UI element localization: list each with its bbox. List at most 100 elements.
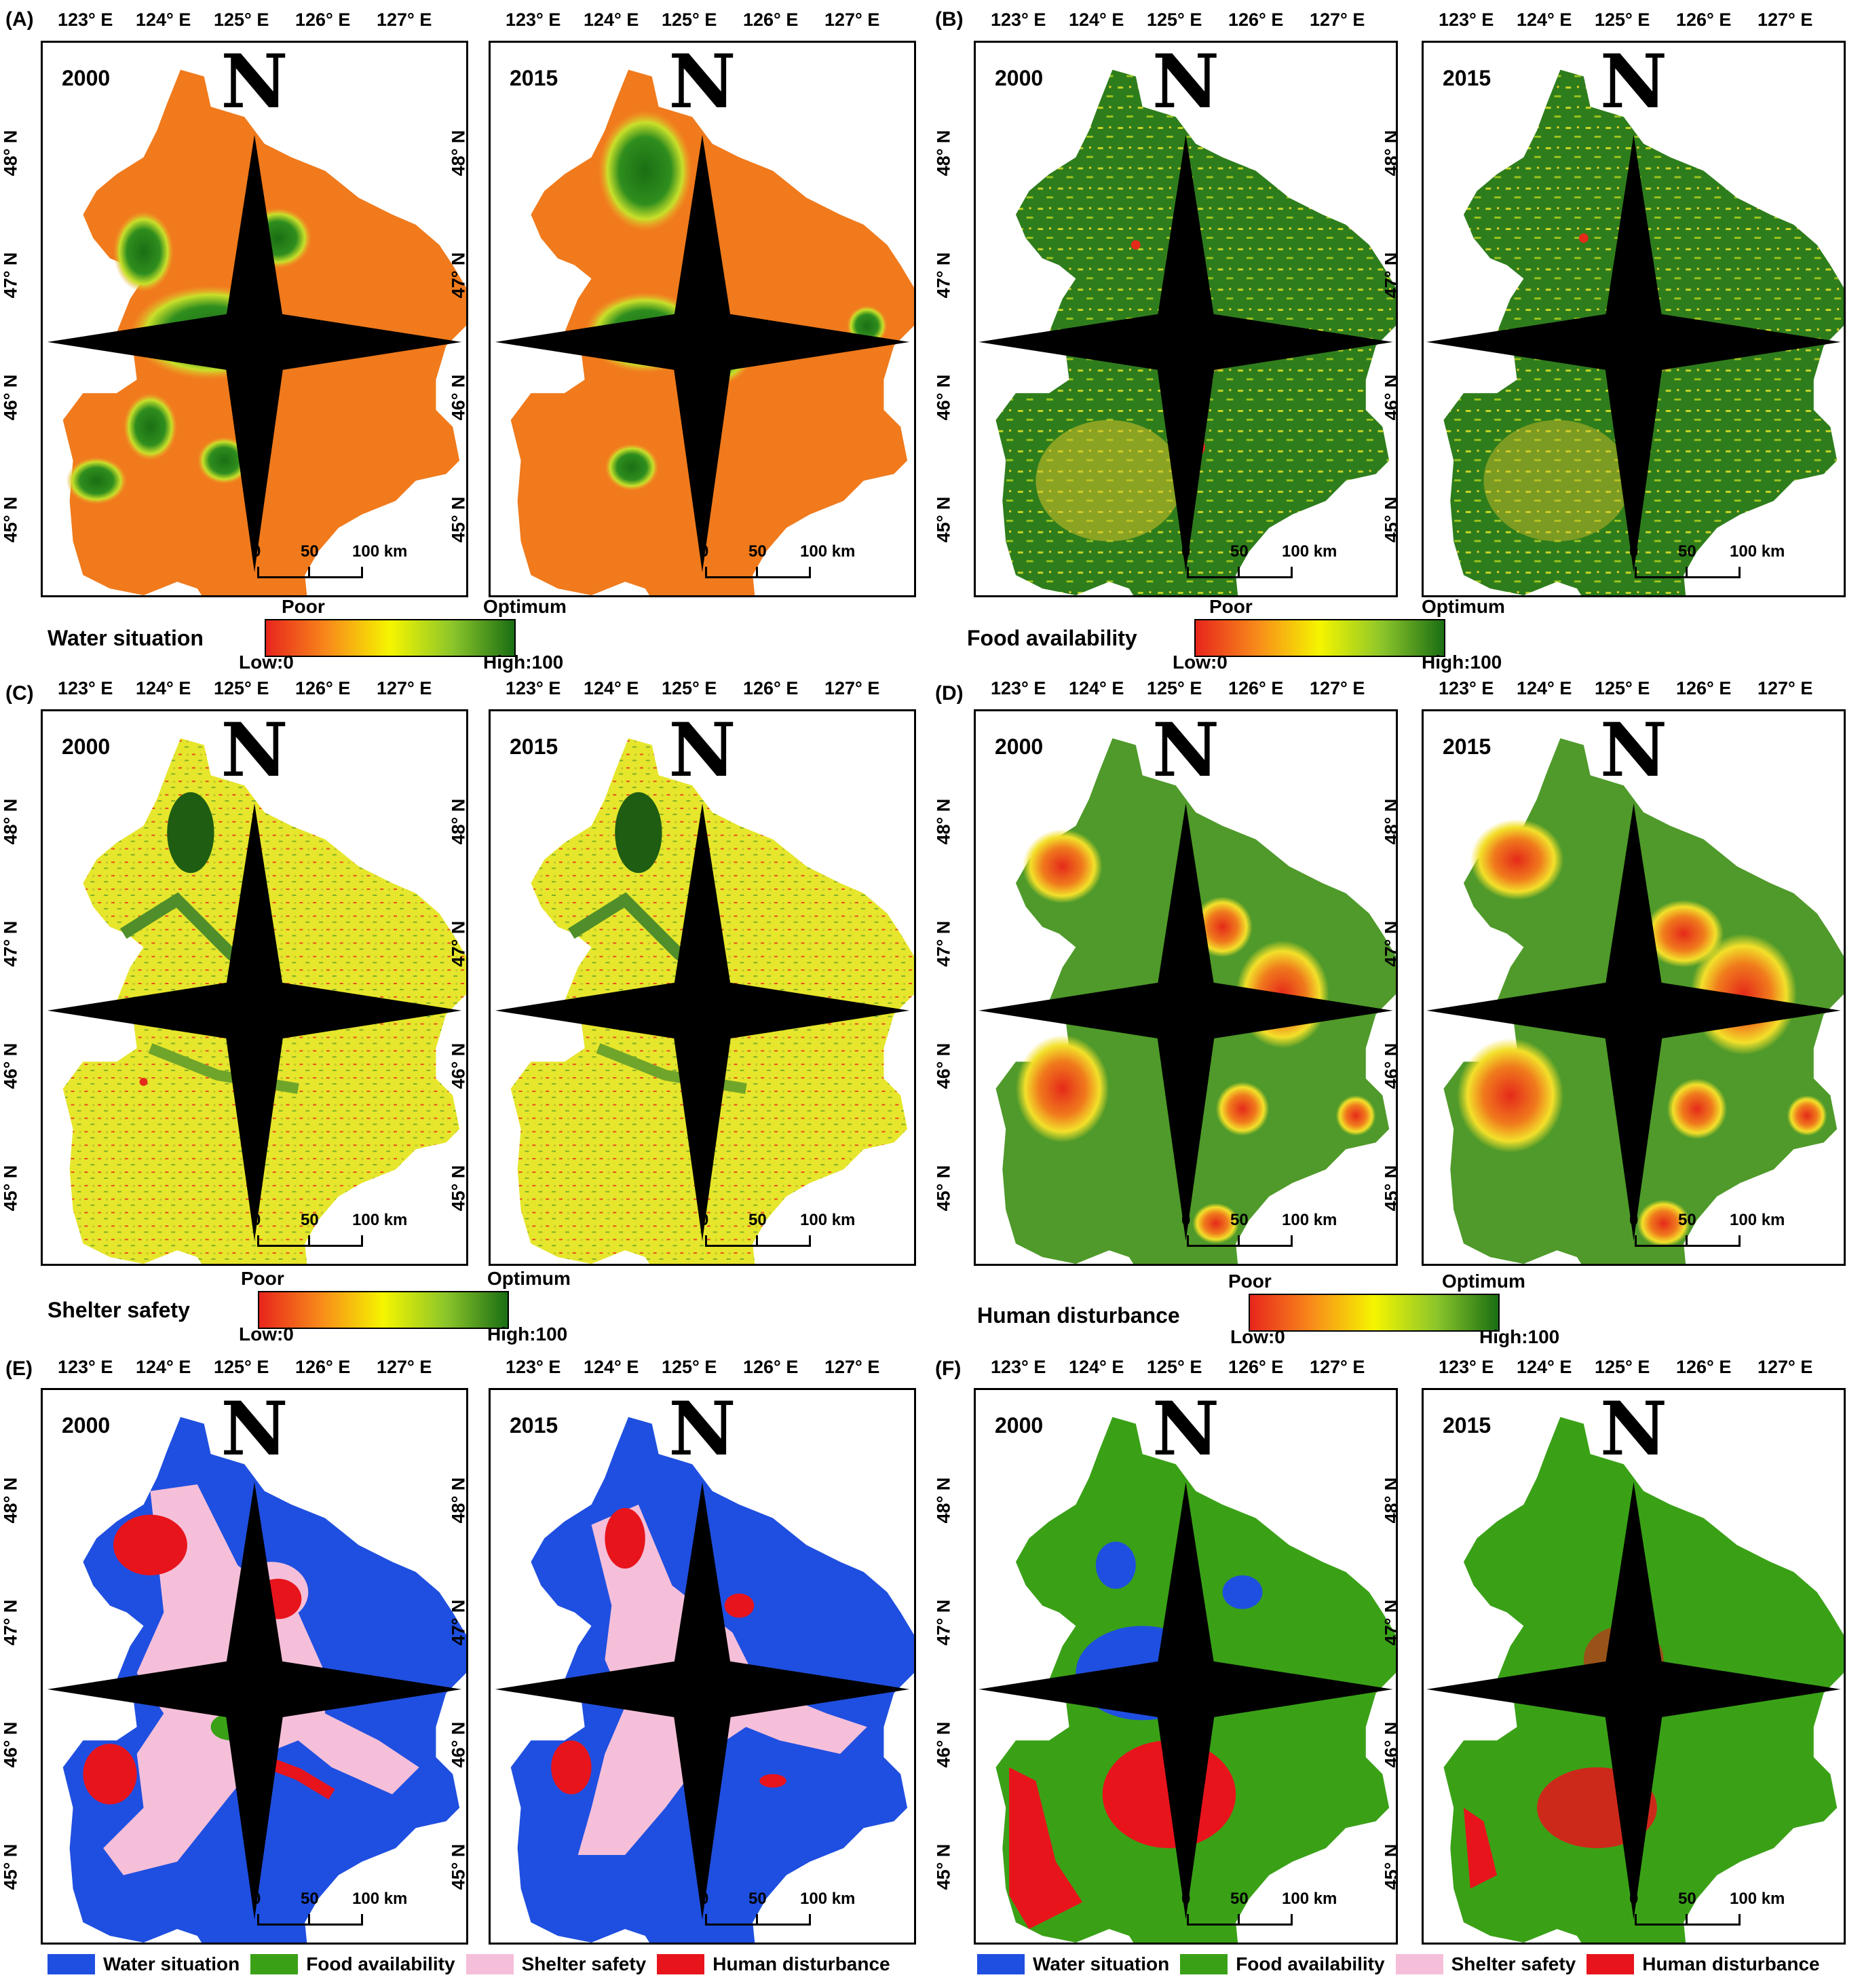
latitude-label: 48° N — [0, 130, 21, 176]
north-arrow-icon: N — [978, 1390, 1393, 1920]
longitude-label: 124° E — [1069, 678, 1124, 698]
longitude-label: 125° E — [662, 678, 717, 698]
panel-label-b: (B) — [935, 8, 964, 31]
longitude-label: 127° E — [824, 678, 880, 698]
latitude-label: 46° N — [933, 374, 954, 421]
scale-bar: 0 50 100 km — [1621, 1890, 1818, 1932]
swatch-water — [48, 1954, 95, 1974]
svg-text:N: N — [1152, 711, 1219, 793]
latitude-label: 45° N — [0, 1843, 21, 1890]
latitude-label: 48° N — [933, 1477, 954, 1524]
latitude-label: 47° N — [1381, 1599, 1402, 1646]
scale-bar: 0 50 100 km — [244, 1211, 440, 1253]
legend-poor: Poor — [1228, 1271, 1272, 1292]
longitude-label: 123° E — [991, 10, 1046, 30]
north-arrow-icon: N — [47, 1390, 462, 1920]
longitude-label: 125° E — [214, 1357, 269, 1377]
longitude-label: 123° E — [991, 678, 1046, 698]
longitude-label: 127° E — [1310, 10, 1365, 30]
north-arrow-icon: N — [495, 1390, 910, 1920]
legend-high: High:100 — [487, 1324, 568, 1345]
longitude-label: 126° E — [1676, 678, 1732, 698]
latitude-label: 47° N — [1381, 252, 1402, 299]
longitude-label: 124° E — [136, 1357, 191, 1377]
longitude-label: 126° E — [1228, 10, 1284, 30]
map-human-2000: 2000 N 0 50 100 km — [974, 709, 1398, 1266]
svg-text:N: N — [668, 43, 736, 125]
latitude-label: 45° N — [448, 1843, 469, 1890]
longitude-label: 124° E — [584, 678, 639, 698]
latitude-label: 47° N — [0, 920, 21, 967]
longitude-label: 126° E — [1676, 10, 1732, 30]
map-dominant-2015: 2015 N 0 50 100 km — [1422, 1388, 1846, 1945]
latitude-label: 47° N — [1381, 920, 1402, 967]
longitude-label: 125° E — [1147, 1357, 1202, 1377]
longitude-label: 124° E — [584, 10, 639, 30]
longitude-label: 123° E — [506, 678, 561, 698]
svg-text:N: N — [668, 1390, 736, 1472]
swatch-shelter — [1395, 1954, 1443, 1974]
svg-text:N: N — [668, 711, 736, 793]
legend-gradient-food — [1194, 619, 1445, 657]
longitude-label: 126° E — [743, 1357, 799, 1377]
longitude-label: 125° E — [662, 1357, 717, 1377]
legend-gradient-human — [1249, 1294, 1500, 1332]
north-arrow-icon: N — [47, 711, 462, 1241]
latitude-label: 45° N — [1381, 496, 1402, 543]
longitude-label: 125° E — [1147, 10, 1202, 30]
year-label: 2015 — [510, 66, 558, 90]
longitude-label: 127° E — [1758, 1357, 1813, 1377]
latitude-label: 46° N — [0, 1721, 21, 1768]
legend-poor: Poor — [1209, 596, 1253, 617]
panel-label-c: (C) — [5, 682, 34, 705]
panel-label-a: (A) — [5, 8, 34, 31]
year-label: 2015 — [510, 734, 558, 759]
svg-text:N: N — [1600, 43, 1667, 125]
year-label: 2000 — [995, 66, 1044, 90]
latitude-label: 45° N — [1381, 1165, 1402, 1212]
latitude-label: 48° N — [0, 798, 21, 845]
longitude-label: 127° E — [824, 10, 880, 30]
legend-gradient-water — [265, 619, 516, 657]
north-arrow-icon: N — [1426, 43, 1841, 573]
panel-label-e: (E) — [5, 1357, 33, 1380]
map-food-2000: 2000 N 0 50 100 km — [974, 41, 1398, 597]
longitude-label: 127° E — [1758, 678, 1813, 698]
latitude-label: 45° N — [1381, 1843, 1402, 1890]
latitude-label: 47° N — [448, 252, 469, 299]
latitude-label: 48° N — [448, 130, 469, 176]
legend-high: High:100 — [483, 652, 564, 673]
swatch-human — [657, 1954, 705, 1974]
longitude-label: 127° E — [377, 1357, 432, 1377]
legend-title-food: Food availability — [967, 626, 1137, 650]
year-label: 2015 — [1443, 66, 1492, 90]
map-food-2015: 2015 N 0 50 100 km — [1422, 41, 1846, 597]
latitude-label: 45° N — [448, 1165, 469, 1212]
swatch-food — [250, 1954, 299, 1974]
scale-bar: 0 50 100 km — [1173, 1211, 1370, 1253]
latitude-label: 47° N — [933, 252, 954, 299]
map-water-2000: 2000 N 0 50 100 km — [41, 41, 468, 597]
latitude-label: 46° N — [933, 1043, 954, 1089]
latitude-label: 47° N — [933, 1599, 954, 1646]
legend-optimum: Optimum — [487, 1268, 571, 1289]
svg-text:N: N — [1152, 43, 1219, 125]
year-label: 2015 — [1443, 734, 1492, 759]
longitude-label: 126° E — [1676, 1357, 1732, 1377]
scale-bar: 0 50 100 km — [1621, 1211, 1818, 1253]
longitude-label: 125° E — [1147, 678, 1202, 698]
category-legend-f: Water situation Food availability Shelte… — [977, 1953, 1831, 1975]
longitude-label: 126° E — [295, 1357, 351, 1377]
latitude-label: 46° N — [448, 374, 469, 421]
map-dominant-2000: 2000 N 0 50 100 km — [974, 1388, 1398, 1945]
latitude-label: 45° N — [0, 496, 21, 543]
legend-low: Low:0 — [239, 652, 294, 673]
legend-low: Low:0 — [1173, 652, 1228, 673]
north-arrow-icon: N — [47, 43, 462, 573]
legend-low: Low:0 — [1230, 1326, 1285, 1347]
latitude-label: 48° N — [1381, 130, 1402, 176]
longitude-label: 126° E — [295, 678, 351, 698]
legend-high: High:100 — [1479, 1326, 1560, 1347]
longitude-label: 127° E — [824, 1357, 880, 1377]
svg-text:N: N — [1600, 711, 1667, 793]
